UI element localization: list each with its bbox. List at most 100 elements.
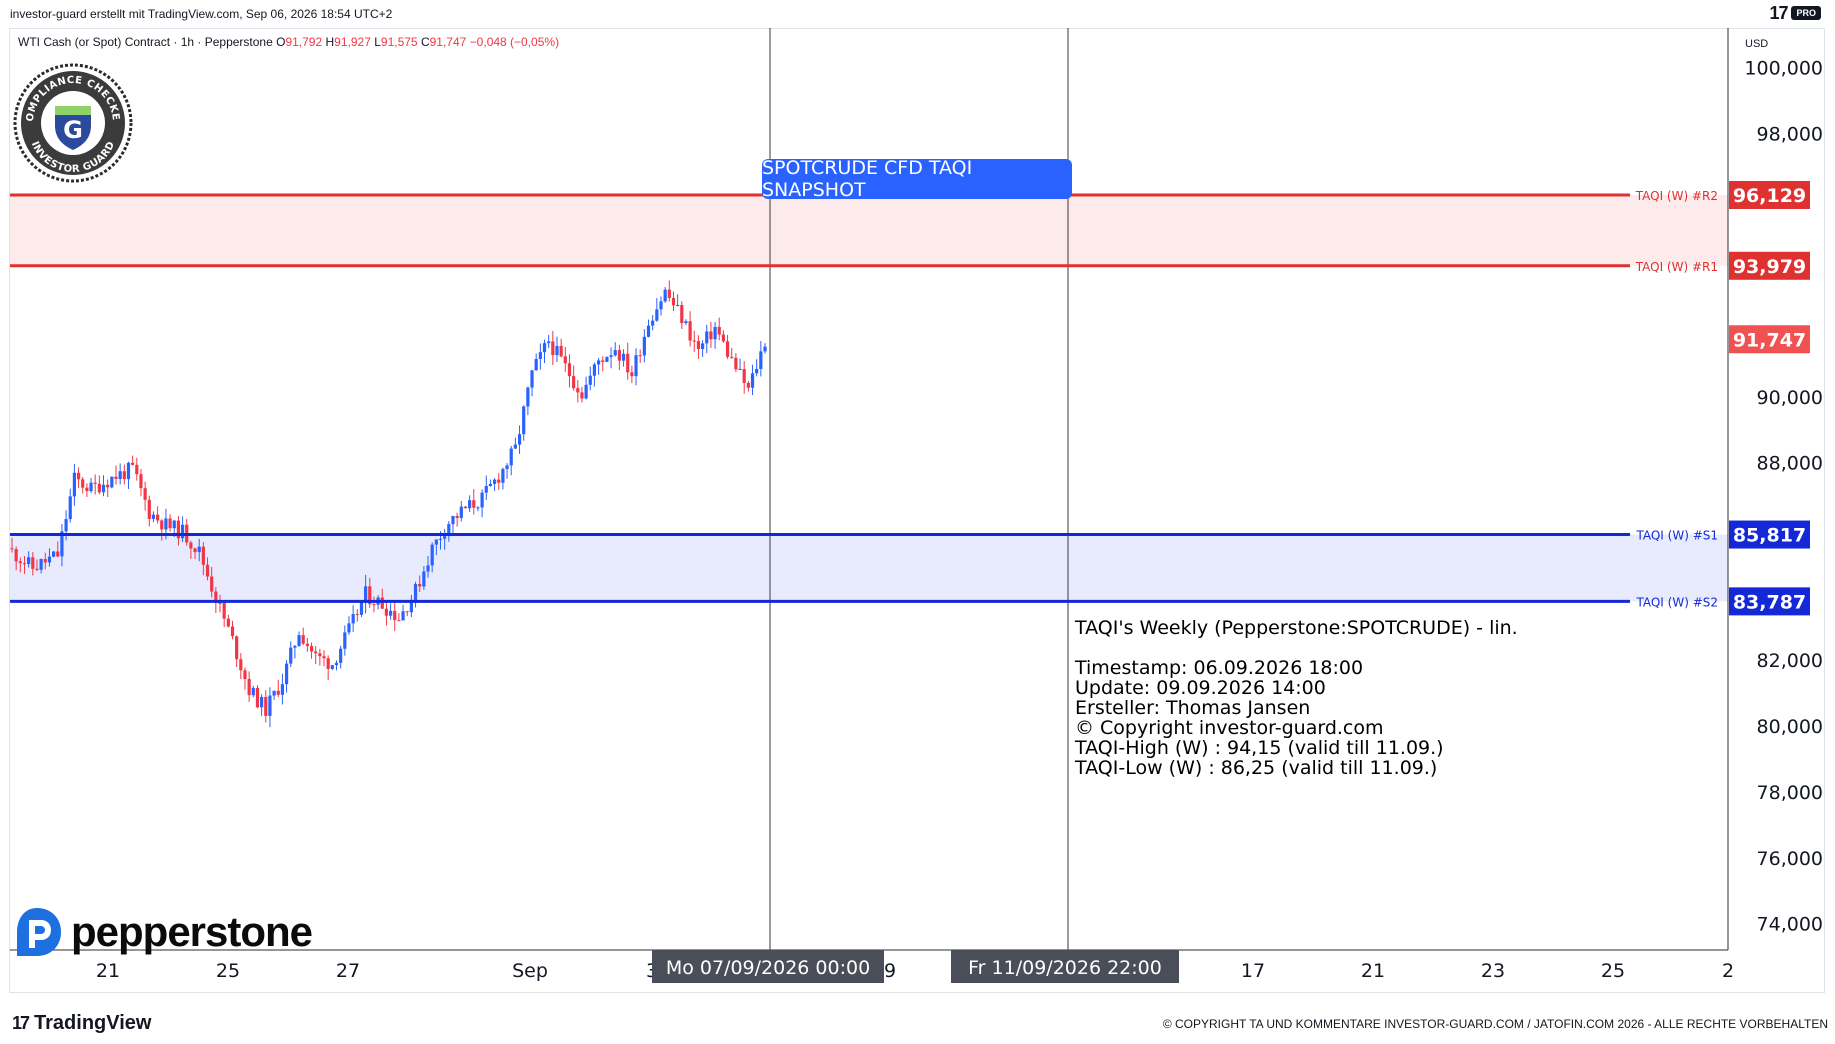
time-badge-left <box>652 950 884 983</box>
candle-body <box>451 515 455 525</box>
candle-body <box>210 576 214 592</box>
candle-body <box>247 679 251 696</box>
candle-body <box>667 289 671 298</box>
candle-body <box>563 356 567 364</box>
candle-body <box>526 387 530 407</box>
candle-body <box>418 584 422 587</box>
info-spacer <box>1075 638 1518 658</box>
candle-body <box>530 370 534 388</box>
tradingview-icon: 17 <box>1769 2 1788 23</box>
candle-body <box>284 663 289 685</box>
candle-body <box>52 551 56 557</box>
candle-body <box>76 472 81 480</box>
info-taqi-low: TAQI-Low (W) : 86,25 (valid till 11.09.) <box>1075 757 1438 779</box>
candle-body <box>72 472 77 497</box>
y-tick-label: 76,000 <box>1757 848 1823 870</box>
level-label: TAQI (W) #S2 <box>1635 595 1718 609</box>
x-tick-label: Sep <box>512 960 548 982</box>
candle-body <box>114 476 118 479</box>
candle-body <box>426 565 430 572</box>
x-tick-label: 21 <box>1361 960 1385 982</box>
candle-body <box>301 635 305 644</box>
candle-body <box>455 515 459 518</box>
candle-body <box>47 556 52 563</box>
candle-body <box>588 375 592 385</box>
candle-body <box>401 611 405 621</box>
info-author: Ersteller: Thomas Jansen <box>1075 697 1311 719</box>
info-copyright: © Copyright investor-guard.com <box>1075 717 1384 739</box>
y-tick-label: 74,000 <box>1757 914 1823 936</box>
candle-body <box>22 563 27 565</box>
low-value: 91,575 <box>380 35 418 49</box>
candle-body <box>85 487 89 492</box>
candle-body <box>351 614 355 624</box>
candle-body <box>93 482 97 484</box>
snapshot-label[interactable]: SPOTCRUDE CFD TAQI SNAPSHOT <box>762 157 1072 201</box>
candle-body <box>239 659 243 671</box>
close-label: C <box>420 35 430 49</box>
candle-body <box>584 384 588 399</box>
y-tick-label: 100,000 <box>1744 58 1823 80</box>
candle-body <box>638 355 642 357</box>
candle-body <box>35 568 39 570</box>
candle-body <box>214 591 218 603</box>
candle-body <box>380 597 384 609</box>
candle-body <box>476 507 480 509</box>
candle-body <box>592 364 597 376</box>
candle-body <box>64 519 68 532</box>
open-label: O <box>276 35 286 49</box>
candle-body <box>43 559 47 563</box>
support-zone <box>10 534 1728 602</box>
candle-body <box>14 549 18 562</box>
candle-body <box>613 350 617 356</box>
pepperstone-watermark: pepperstone <box>11 906 313 958</box>
candle-body <box>264 696 268 716</box>
candle-body <box>480 492 484 508</box>
level-label: TAQI (W) #R1 <box>1635 260 1718 274</box>
y-tick-label: 78,000 <box>1757 782 1823 804</box>
candle-body <box>326 658 330 669</box>
candle-body <box>260 696 264 708</box>
candle-body <box>430 544 434 566</box>
candle-body <box>372 604 376 606</box>
candle-body <box>89 482 93 492</box>
y-tick-label: 82,000 <box>1757 650 1823 672</box>
level-price-text: 93,979 <box>1733 256 1806 278</box>
candle-body <box>235 636 239 660</box>
currency-label[interactable]: USD <box>1745 38 1769 50</box>
candle-body <box>255 687 260 708</box>
seal-letter: G <box>63 116 83 144</box>
candle-body <box>122 471 126 480</box>
candle-body <box>488 483 493 486</box>
top-bar: investor-guard erstellt mit TradingView.… <box>0 0 1835 28</box>
candle-body <box>725 341 730 357</box>
candle-body <box>226 618 230 627</box>
pepperstone-logo-icon <box>17 908 61 956</box>
candle-body <box>705 331 709 344</box>
candle-body <box>626 353 630 373</box>
info-text-box[interactable]: TAQI's Weekly (Pepperstone:SPOTCRUDE) - … <box>1075 618 1518 778</box>
change-value: −0,048 (−0,05%) <box>469 35 560 49</box>
candle-body <box>339 648 343 663</box>
tradingview-wordmark: TradingView <box>34 1012 152 1034</box>
candle-body <box>468 500 472 509</box>
info-update: Update: 09.09.2026 14:00 <box>1075 677 1326 699</box>
candle-body <box>759 351 763 369</box>
level-price-badge <box>1729 251 1810 280</box>
tradingview-logo[interactable]: 17 TradingView <box>12 1012 151 1035</box>
candle-body <box>218 602 222 604</box>
candle-body <box>131 462 135 465</box>
candle-body <box>413 584 418 600</box>
candle-body <box>517 434 522 445</box>
candle-body <box>547 341 551 344</box>
time-badge-left-text: Mo 07/09/2026 00:00 <box>666 957 870 979</box>
candle-body <box>551 341 555 356</box>
candle-body <box>180 524 185 539</box>
x-tick-label: 2 <box>1722 960 1734 982</box>
candle-body <box>405 611 409 613</box>
x-tick-label: 23 <box>1481 960 1505 982</box>
level-price-badge <box>1729 587 1810 616</box>
candle-body <box>189 542 193 549</box>
high-label: H <box>325 35 335 49</box>
